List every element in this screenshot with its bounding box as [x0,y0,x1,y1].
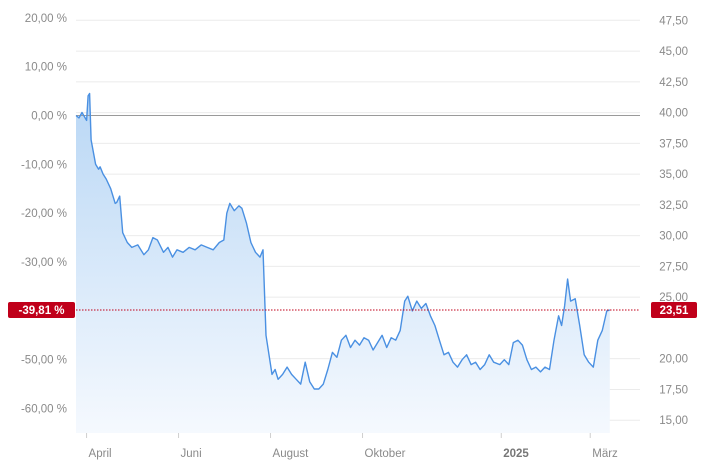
left-axis-tick-label: -50,00 % [21,355,67,367]
left-axis-tick-label: -30,00 % [21,257,67,269]
right-axis-tick-label: 17,50 [659,384,688,396]
right-axis-tick-label: 30,00 [659,231,688,243]
left-axis-tick-label: -60,00 % [21,404,67,416]
x-axis-tick-label: März [592,448,618,460]
x-axis-ticks: April Juni August Oktober 2025 März [86,433,618,460]
price-line [75,92,611,390]
price-area-fill [76,93,610,433]
right-axis-tick-label: 32,50 [659,200,688,212]
right-axis-tick-label: 25,00 [659,292,688,304]
left-axis-ticks: 20,00 % 10,00 % 0,00 % -10,00 % -20,00 % -30,… [21,13,67,416]
left-axis-tick-label: 10,00 % [25,62,67,74]
current-percent-label: -39,81 % [18,305,64,317]
x-axis-tick-label: 2025 [503,448,529,460]
x-axis-tick-label: August [273,448,310,460]
right-axis-tick-label: 45,00 [659,46,688,58]
left-axis-tick-label: 20,00 % [25,13,67,25]
right-axis-tick-label: 35,00 [659,169,688,181]
right-axis-tick-label: 42,50 [659,77,688,89]
left-axis-tick-label: -10,00 % [21,159,67,171]
current-price-label: 23,51 [660,305,689,317]
current-percent-badge: -39,81 % [8,301,75,318]
right-axis-tick-label: 47,50 [659,15,688,27]
right-axis-tick-label: 40,00 [659,108,688,120]
right-axis-tick-label: 15,00 [659,415,688,427]
right-axis-tick-label: 20,00 [659,354,688,366]
x-axis-tick-label: Oktober [365,448,406,460]
right-axis-ticks: 47,50 45,00 42,50 40,00 37,50 35,00 32,50 30,00… [659,15,688,427]
left-axis-tick-label: -20,00 % [21,208,67,220]
left-axis-tick-label: 0,00 % [31,110,67,122]
x-axis-tick-label: Juni [181,448,202,460]
current-price-badge: 23,51 [651,301,697,318]
right-axis-tick-label: 37,50 [659,138,688,150]
right-axis-tick-label: 27,50 [659,261,688,273]
x-axis-tick-label: April [89,448,112,460]
